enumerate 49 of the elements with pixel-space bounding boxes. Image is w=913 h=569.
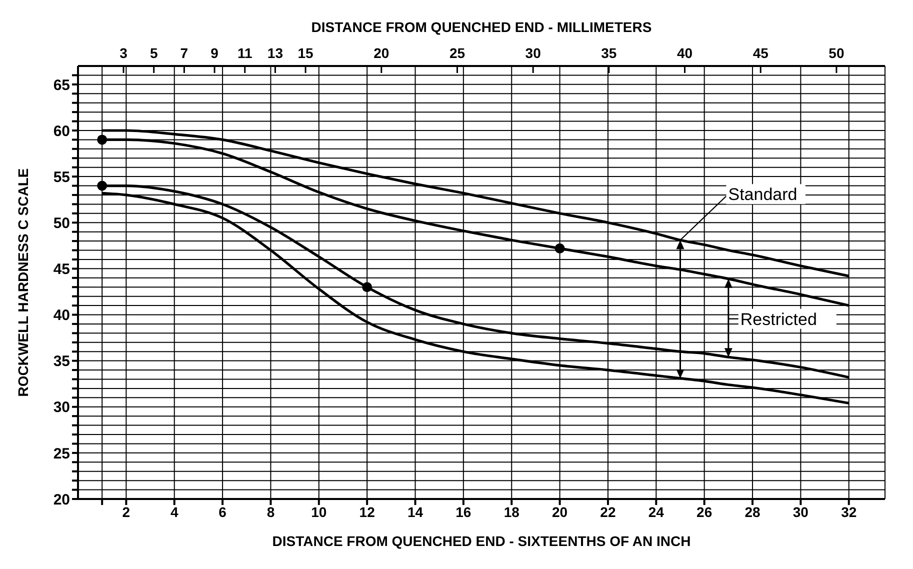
point [554, 243, 565, 254]
x2-tick-label: 30 [525, 45, 542, 61]
y-tick-label: 40 [53, 307, 70, 324]
y-tick-label: 65 [53, 76, 70, 94]
x-tick-label: 2 [122, 504, 130, 520]
x-tick-label: 10 [311, 504, 327, 520]
x-tick-label: 22 [600, 504, 616, 520]
x-axis-title: DISTANCE FROM QUENCHED END - SIXTEENTHS OF AN INCH [272, 533, 691, 549]
y-tick-label: 55 [53, 168, 70, 186]
x-tick-label: 26 [696, 504, 712, 520]
y-tick-label: 35 [53, 353, 70, 370]
point [362, 282, 372, 292]
x-tick-label: 16 [456, 504, 472, 520]
x-tick-label: 4 [170, 504, 178, 520]
x-tick-label: 6 [218, 504, 227, 520]
y-tick-label: 20 [53, 491, 70, 508]
x-tick-label: 12 [359, 504, 376, 520]
annotation: Restricted [740, 310, 817, 329]
x-tick-label: 28 [744, 504, 761, 520]
x2-tick-label: 11 [237, 45, 252, 61]
y-tick-label: 50 [53, 214, 70, 232]
x2-tick-label: 45 [752, 45, 769, 61]
x2-tick-label: 40 [676, 45, 693, 61]
x2-tick-label: 9 [210, 45, 219, 61]
x-tick-label: 20 [552, 504, 568, 520]
x-tick-label: 18 [504, 504, 520, 520]
x-tick-label: 14 [407, 504, 424, 520]
x2-tick-label: 20 [374, 45, 390, 61]
y-tick-label: 25 [53, 445, 70, 462]
x2-tick-label: 3 [120, 45, 128, 61]
x2-axis-title: DISTANCE FROM QUENCHED END - MILLIMETERS [311, 19, 652, 35]
y-tick-label: 30 [53, 399, 70, 416]
x2-tick-label: 7 [180, 45, 188, 61]
y-tick-label: 45 [53, 261, 70, 278]
point [97, 180, 108, 191]
x2-tick-label: 15 [298, 45, 314, 61]
y-axis-title: ROCKWELL HARDNESS C SCALE [14, 168, 31, 397]
y-tick-label: 60 [53, 122, 70, 140]
x2-tick-label: 5 [150, 45, 158, 61]
x-tick-label: 8 [266, 504, 275, 520]
x-tick-label: 24 [648, 504, 664, 520]
x-tick-label: 32 [841, 504, 857, 520]
x2-tick-label: 13 [267, 45, 284, 61]
point [97, 134, 108, 145]
x2-tick-label: 25 [449, 45, 466, 61]
x2-tick-label: 35 [601, 45, 617, 61]
annotation: Standard [728, 185, 798, 204]
x-tick-label: 30 [792, 504, 809, 520]
x2-tick-label: 50 [828, 45, 844, 61]
